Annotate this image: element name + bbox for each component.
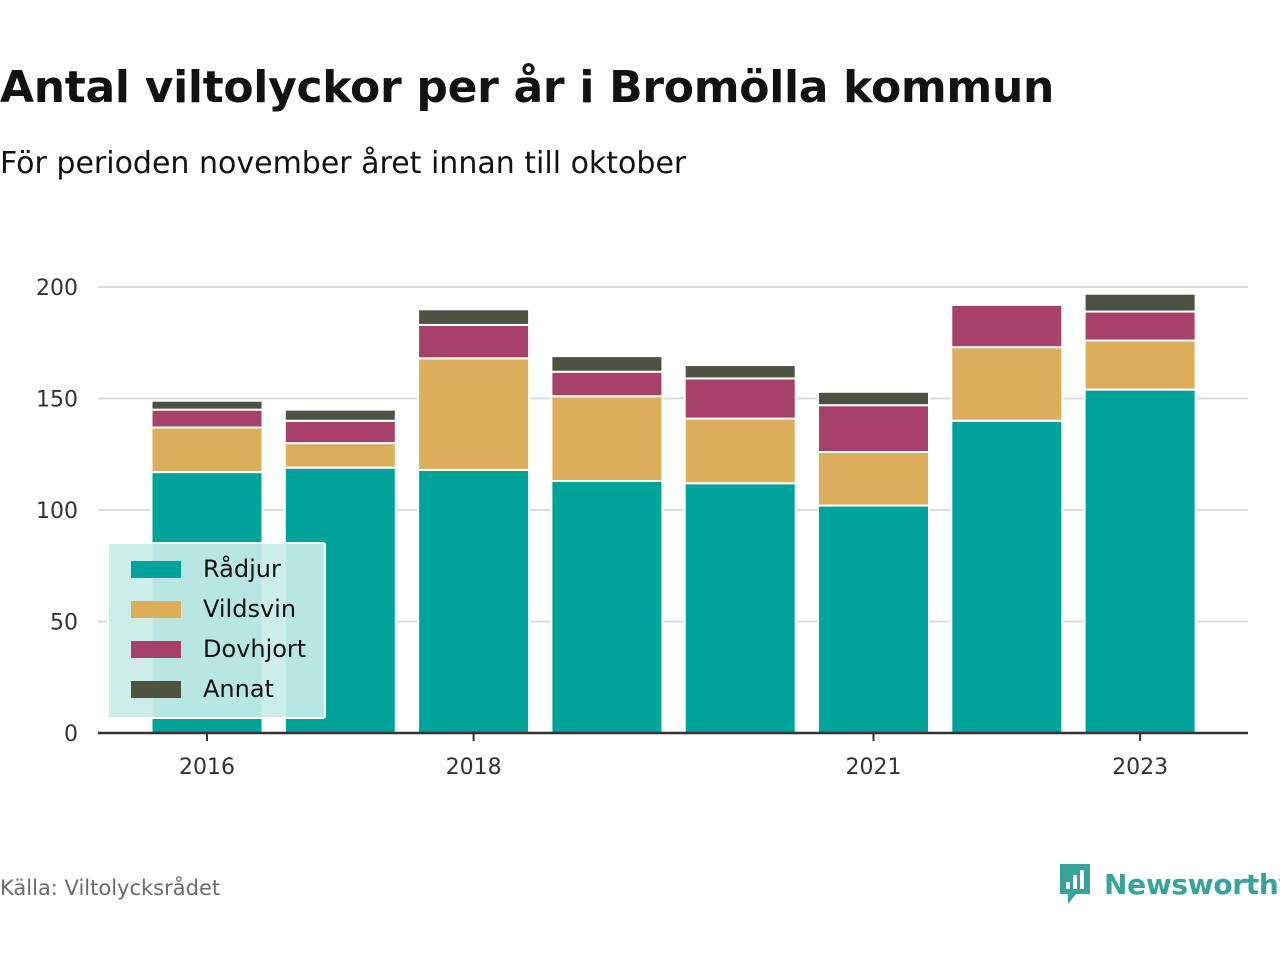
- bar-segment-annat: [283, 408, 397, 422]
- bar-segment-annat: [550, 355, 664, 373]
- bar-segment-annat: [1083, 292, 1197, 313]
- legend-item: Rådjur: [131, 554, 281, 584]
- brand: Newsworthy: [1058, 862, 1280, 906]
- bar-segment-vildsvin: [550, 395, 664, 483]
- bar-segment-dovhjort: [150, 408, 264, 429]
- y-tick-label: 0: [64, 722, 78, 747]
- bar-segment-vildsvin: [1083, 339, 1197, 391]
- legend-item: Dovhjort: [131, 634, 306, 664]
- x-tick-label: 2016: [179, 755, 235, 780]
- source-note: Källa: Viltolycksrådet: [0, 876, 221, 900]
- bar-segment-rådjur: [950, 419, 1064, 734]
- bar-segment-dovhjort: [283, 419, 397, 445]
- newsworthy-logo-icon: [1060, 864, 1090, 904]
- y-tick-label: 200: [36, 276, 78, 301]
- bar-segment-vildsvin: [817, 451, 930, 507]
- bar-segment-annat: [150, 399, 264, 411]
- bar-segment-dovhjort: [683, 377, 797, 420]
- bar-segment-annat: [683, 364, 797, 380]
- y-tick-label: 50: [50, 611, 78, 636]
- bar-segment-rådjur: [550, 480, 664, 735]
- bar-segment-annat: [817, 390, 930, 407]
- chart-legend: Rådjur Vildsvin Dovhjort Annat: [107, 542, 326, 719]
- chart-title: Antal viltolyckor per år i Bromölla komm…: [0, 62, 1055, 113]
- brand-name: Newsworthy: [1104, 867, 1280, 901]
- legend-item: Vildsvin: [131, 594, 296, 624]
- bar-segment-rådjur: [683, 482, 797, 734]
- chart-subtitle: För perioden november året innan till ok…: [0, 146, 687, 181]
- x-tick-label: 2018: [446, 755, 502, 780]
- legend-label: Dovhjort: [203, 635, 307, 663]
- bar-segment-annat: [417, 308, 531, 326]
- bar-segment-dovhjort: [417, 323, 531, 360]
- bar-segment-rådjur: [1083, 388, 1197, 734]
- legend-label: Rådjur: [203, 555, 281, 583]
- y-tick-label: 150: [36, 388, 78, 413]
- y-tick-label: 100: [36, 499, 78, 524]
- legend-label: Annat: [203, 675, 274, 703]
- legend-item: Annat: [131, 674, 274, 704]
- bar-segment-dovhjort: [817, 404, 930, 454]
- legend-label: Vildsvin: [203, 595, 297, 623]
- bar-segment-vildsvin: [283, 442, 397, 469]
- bar-segment-rådjur: [817, 504, 930, 735]
- legend-swatch: [131, 560, 181, 578]
- legend-swatch: [131, 640, 181, 658]
- bar-segment-vildsvin: [683, 417, 797, 485]
- x-tick-label: 2021: [846, 755, 902, 780]
- legend-swatch: [131, 680, 181, 698]
- bar-segment-dovhjort: [550, 370, 664, 398]
- bar-segment-vildsvin: [950, 346, 1064, 422]
- bar-segment-vildsvin: [150, 426, 264, 474]
- legend-swatch: [131, 600, 181, 618]
- bar-segment-dovhjort: [1083, 310, 1197, 342]
- bar-segment-rådjur: [417, 468, 531, 734]
- bar-segment-vildsvin: [417, 357, 531, 471]
- bar-segment-dovhjort: [950, 303, 1064, 349]
- x-tick-label: 2023: [1112, 755, 1168, 780]
